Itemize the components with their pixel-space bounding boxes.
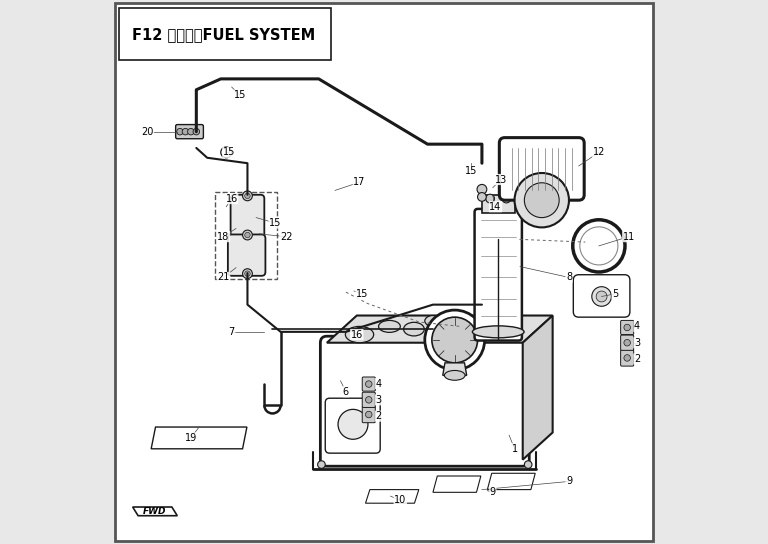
Polygon shape bbox=[442, 363, 467, 375]
Polygon shape bbox=[366, 490, 419, 503]
Polygon shape bbox=[133, 507, 177, 516]
FancyBboxPatch shape bbox=[176, 125, 204, 139]
Circle shape bbox=[478, 193, 486, 201]
Text: 15: 15 bbox=[356, 289, 369, 299]
Circle shape bbox=[502, 194, 511, 203]
FancyBboxPatch shape bbox=[228, 234, 266, 276]
FancyBboxPatch shape bbox=[499, 138, 584, 200]
FancyBboxPatch shape bbox=[326, 398, 380, 453]
Text: 3: 3 bbox=[634, 338, 640, 348]
Text: 15: 15 bbox=[223, 147, 235, 157]
Circle shape bbox=[624, 324, 631, 331]
Circle shape bbox=[592, 287, 611, 306]
Text: 1: 1 bbox=[511, 444, 518, 454]
Circle shape bbox=[525, 183, 559, 218]
FancyBboxPatch shape bbox=[621, 350, 634, 366]
Text: 18: 18 bbox=[217, 232, 230, 242]
Circle shape bbox=[318, 461, 326, 468]
FancyBboxPatch shape bbox=[118, 8, 331, 60]
Text: 16: 16 bbox=[351, 330, 363, 339]
Circle shape bbox=[515, 173, 569, 227]
Circle shape bbox=[596, 291, 607, 302]
Text: 4: 4 bbox=[376, 379, 382, 388]
Text: 8: 8 bbox=[566, 273, 572, 282]
Circle shape bbox=[432, 317, 478, 363]
Text: 2: 2 bbox=[634, 354, 640, 364]
Text: 20: 20 bbox=[141, 127, 154, 137]
Text: 22: 22 bbox=[280, 232, 293, 242]
Circle shape bbox=[525, 461, 532, 468]
Ellipse shape bbox=[425, 316, 441, 326]
Text: 21: 21 bbox=[217, 273, 230, 282]
Circle shape bbox=[243, 269, 253, 279]
Text: 17: 17 bbox=[353, 177, 366, 187]
Circle shape bbox=[243, 230, 253, 240]
Text: 5: 5 bbox=[612, 289, 618, 299]
Ellipse shape bbox=[445, 370, 465, 380]
Circle shape bbox=[243, 191, 253, 201]
Text: 9: 9 bbox=[490, 487, 496, 497]
Text: F12 燃油系统FUEL SYSTEM: F12 燃油系统FUEL SYSTEM bbox=[132, 27, 315, 42]
Circle shape bbox=[366, 411, 372, 418]
Circle shape bbox=[366, 381, 372, 387]
Text: 15: 15 bbox=[465, 166, 477, 176]
Polygon shape bbox=[151, 427, 247, 449]
Circle shape bbox=[187, 128, 194, 135]
Ellipse shape bbox=[346, 326, 374, 343]
Text: 15: 15 bbox=[233, 90, 246, 100]
Circle shape bbox=[425, 310, 485, 370]
Circle shape bbox=[624, 339, 631, 346]
FancyBboxPatch shape bbox=[114, 3, 654, 541]
Text: 11: 11 bbox=[623, 232, 635, 242]
Text: FWD: FWD bbox=[143, 507, 167, 516]
Text: 12: 12 bbox=[593, 147, 605, 157]
Text: 15: 15 bbox=[269, 218, 281, 228]
Circle shape bbox=[366, 397, 372, 403]
Text: 2: 2 bbox=[376, 411, 382, 421]
Ellipse shape bbox=[379, 320, 400, 332]
FancyBboxPatch shape bbox=[482, 195, 515, 213]
Circle shape bbox=[624, 355, 631, 361]
Text: 14: 14 bbox=[489, 202, 502, 212]
Text: 4: 4 bbox=[634, 322, 640, 331]
Circle shape bbox=[477, 184, 487, 194]
Circle shape bbox=[245, 271, 250, 276]
Text: 3: 3 bbox=[376, 395, 382, 405]
Polygon shape bbox=[523, 316, 553, 460]
Text: 19: 19 bbox=[185, 433, 197, 443]
FancyBboxPatch shape bbox=[362, 406, 376, 423]
Text: 16: 16 bbox=[226, 194, 238, 203]
Ellipse shape bbox=[472, 326, 524, 338]
Circle shape bbox=[245, 232, 250, 238]
Circle shape bbox=[177, 128, 184, 135]
Ellipse shape bbox=[404, 322, 424, 336]
FancyBboxPatch shape bbox=[362, 392, 376, 407]
Circle shape bbox=[182, 128, 189, 135]
Ellipse shape bbox=[338, 409, 368, 440]
Polygon shape bbox=[488, 473, 535, 490]
Polygon shape bbox=[433, 476, 481, 492]
Text: 6: 6 bbox=[343, 387, 349, 397]
FancyBboxPatch shape bbox=[320, 336, 529, 466]
Polygon shape bbox=[327, 316, 553, 343]
FancyBboxPatch shape bbox=[621, 335, 634, 350]
FancyBboxPatch shape bbox=[362, 377, 376, 391]
Text: 13: 13 bbox=[495, 175, 507, 184]
FancyBboxPatch shape bbox=[475, 209, 522, 341]
FancyBboxPatch shape bbox=[621, 320, 634, 335]
FancyBboxPatch shape bbox=[230, 195, 264, 238]
Text: 9: 9 bbox=[566, 477, 572, 486]
Text: 7: 7 bbox=[229, 327, 235, 337]
Circle shape bbox=[245, 193, 250, 199]
Text: 10: 10 bbox=[394, 496, 406, 505]
Circle shape bbox=[485, 194, 495, 203]
Circle shape bbox=[193, 128, 200, 135]
FancyBboxPatch shape bbox=[573, 275, 630, 317]
